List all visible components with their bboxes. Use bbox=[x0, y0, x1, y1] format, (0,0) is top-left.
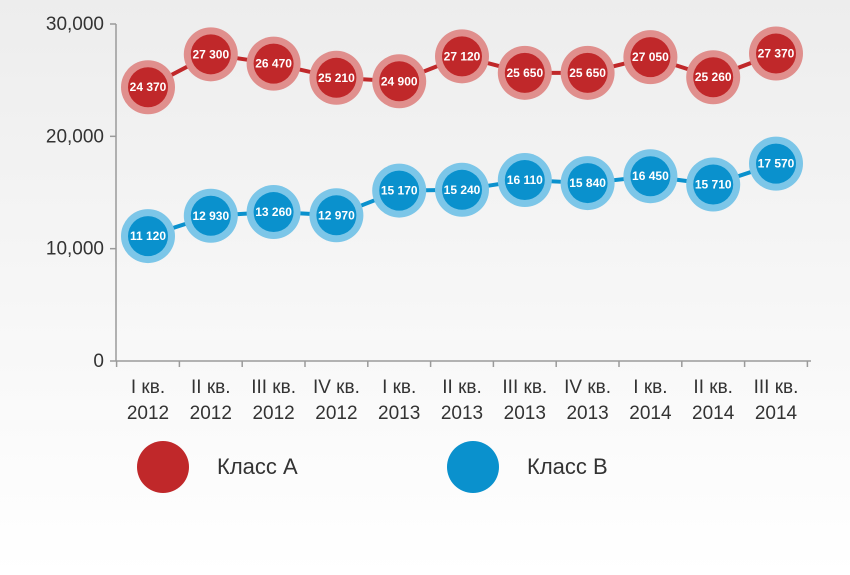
data-label-class-b: 16 450 bbox=[632, 169, 669, 183]
x-tick-label: III кв. 2012 bbox=[251, 377, 296, 424]
data-point-class-a bbox=[567, 52, 608, 93]
data-label-class-a: 25 210 bbox=[318, 71, 355, 85]
data-point-class-b bbox=[442, 169, 482, 210]
data-point-class-a bbox=[253, 43, 294, 84]
legend-swatch-class-a bbox=[137, 441, 189, 493]
data-label-class-b: 17 570 bbox=[758, 157, 795, 171]
x-tick-label: III кв. 2013 bbox=[502, 377, 547, 424]
data-label-class-b: 15 710 bbox=[695, 178, 732, 192]
data-label-class-b: 13 260 bbox=[255, 205, 292, 219]
x-tick-label: I кв. 2014 bbox=[629, 377, 672, 424]
data-label-class-a: 24 370 bbox=[130, 80, 167, 94]
y-tick-label: 0 bbox=[93, 351, 104, 372]
data-point-class-b bbox=[504, 160, 545, 201]
data-point-class-a bbox=[442, 36, 482, 77]
data-label-class-a: 27 050 bbox=[632, 50, 669, 64]
legend-label-class-b: Класс В bbox=[527, 454, 608, 479]
legend-swatch-class-b bbox=[447, 441, 499, 493]
data-label-class-a: 25 650 bbox=[569, 66, 606, 80]
data-label-class-b: 16 110 bbox=[507, 173, 543, 187]
data-point-class-b bbox=[756, 143, 796, 184]
data-label-class-a: 27 300 bbox=[192, 47, 229, 61]
data-point-class-a bbox=[128, 67, 168, 108]
data-label-class-a: 25 260 bbox=[695, 70, 732, 84]
y-tick-label: 30,000 bbox=[46, 14, 104, 35]
data-point-class-a bbox=[379, 61, 420, 102]
y-tick-label: 10,000 bbox=[46, 239, 104, 260]
data-point-class-b bbox=[253, 192, 294, 233]
y-tick-label: 20,000 bbox=[46, 126, 104, 147]
data-label-class-b: 12 930 bbox=[192, 209, 229, 223]
data-point-class-a bbox=[693, 57, 734, 98]
data-label-class-b: 15 170 bbox=[381, 184, 418, 198]
data-label-class-a: 24 900 bbox=[381, 74, 418, 88]
x-tick-label: I кв. 2013 bbox=[378, 377, 420, 424]
data-point-class-b bbox=[379, 170, 420, 211]
legend-label-class-a: Класс А bbox=[217, 454, 298, 479]
x-tick-label: II кв. 2013 bbox=[441, 377, 483, 424]
data-label-class-b: 11 120 bbox=[130, 229, 166, 243]
x-tick-label: IV кв. 2012 bbox=[313, 377, 360, 424]
data-point-class-b bbox=[567, 163, 608, 204]
x-tick-label: IV кв. 2013 bbox=[564, 377, 611, 424]
data-point-class-a bbox=[756, 33, 796, 74]
data-label-class-b: 12 970 bbox=[318, 208, 355, 222]
data-label-class-b: 15 840 bbox=[569, 176, 606, 190]
data-point-class-a bbox=[630, 37, 671, 78]
data-point-class-a bbox=[190, 34, 231, 75]
data-point-class-b bbox=[630, 156, 671, 197]
legend-item-class-a: Класс А bbox=[137, 441, 298, 493]
data-point-class-b bbox=[693, 164, 734, 205]
x-tick-label: II кв. 2014 bbox=[692, 377, 735, 424]
x-tick-label: III кв. 2014 bbox=[754, 377, 799, 424]
data-point-class-b bbox=[190, 195, 231, 236]
data-point-class-a bbox=[316, 57, 357, 98]
x-tick-label: II кв. 2012 bbox=[190, 377, 232, 424]
x-tick-label: I кв. 2012 bbox=[127, 377, 169, 424]
data-label-class-a: 27 120 bbox=[444, 49, 481, 63]
data-label-class-a: 25 650 bbox=[506, 66, 543, 80]
data-label-class-a: 27 370 bbox=[758, 47, 795, 61]
data-label-class-b: 15 240 bbox=[444, 183, 481, 197]
data-label-class-a: 26 470 bbox=[255, 57, 292, 71]
data-point-class-b bbox=[316, 195, 357, 236]
data-point-class-b bbox=[128, 216, 168, 257]
legend-item-class-b: Класс В bbox=[447, 441, 608, 493]
data-point-class-a bbox=[504, 52, 545, 93]
